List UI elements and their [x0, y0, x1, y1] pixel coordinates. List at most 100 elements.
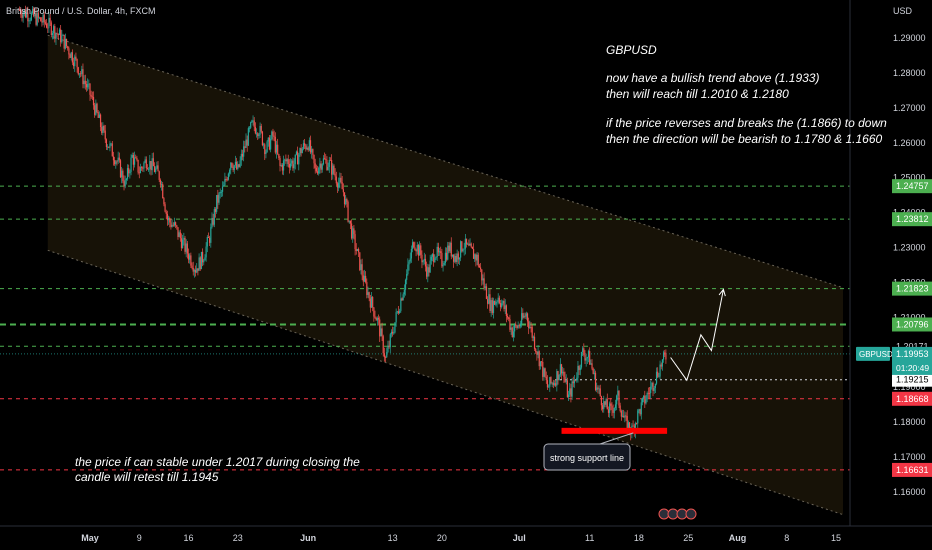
candle-body	[149, 161, 151, 170]
candle-body	[312, 149, 314, 155]
candle-body	[660, 364, 662, 367]
candle-body	[255, 133, 258, 135]
candle-body	[482, 278, 484, 281]
y-tick-label: 1.25000	[893, 173, 926, 183]
x-tick-label: 20	[437, 533, 447, 543]
candle-body	[98, 114, 100, 118]
candle-body	[205, 246, 207, 258]
candle-body	[396, 311, 398, 313]
candle-body	[375, 317, 377, 321]
price-axis-panel[interactable]	[850, 0, 932, 550]
candle-body	[376, 318, 378, 321]
level-badge	[892, 212, 932, 227]
candle-body	[521, 313, 523, 325]
candle-body	[551, 382, 553, 384]
candle-body	[434, 258, 436, 263]
candle-body	[54, 26, 56, 39]
candle-body	[628, 422, 631, 431]
candle-body	[309, 140, 312, 153]
y-tick-label: 1.18000	[893, 417, 926, 427]
candle-body	[585, 358, 587, 361]
candle-body	[185, 243, 187, 252]
candle-body	[55, 33, 57, 39]
bottom-annotation[interactable]: the price if can stable under 1.2017 dur…	[75, 455, 360, 484]
bottom-annotation-line-1: the price if can stable under 1.2017 dur…	[75, 455, 360, 469]
candle-body	[632, 425, 634, 427]
candle-body	[627, 422, 629, 431]
y-tick-label: 1.26000	[893, 138, 926, 148]
candle-body	[515, 324, 517, 326]
candle-body	[566, 380, 568, 398]
candle-body	[524, 315, 526, 317]
x-tick-label: 15	[831, 533, 841, 543]
candle-body	[491, 300, 493, 313]
candle-body	[156, 165, 158, 169]
candle-body	[144, 159, 146, 163]
level-badge	[892, 317, 932, 332]
candle-body	[207, 236, 210, 238]
annotation-line-5: then the direction will be bearish to 1.…	[606, 132, 883, 146]
candle-body	[243, 146, 245, 157]
candle-body	[200, 251, 203, 270]
candle-body	[123, 181, 125, 187]
candle-body	[664, 352, 666, 355]
candle-body	[501, 303, 503, 308]
candle-body	[46, 23, 48, 28]
event-icons[interactable]	[658, 508, 697, 520]
candle-body	[203, 260, 205, 263]
event-flag-icon[interactable]	[685, 508, 697, 520]
x-tick-label: 25	[683, 533, 693, 543]
candle-body	[129, 171, 131, 174]
candle-body	[465, 238, 468, 245]
candle-body	[158, 171, 160, 180]
candle-body	[197, 268, 199, 271]
y-tick-label: 1.28000	[893, 68, 926, 78]
candle-body	[171, 224, 173, 227]
candle-body	[143, 162, 145, 169]
candle-body	[648, 392, 651, 394]
support-callout[interactable]: strong support line	[543, 443, 631, 471]
candle-body	[393, 332, 395, 334]
candle-body	[594, 372, 597, 390]
candle-body	[526, 313, 529, 322]
candle-body	[578, 366, 580, 371]
candle-body	[336, 183, 339, 188]
candle-body	[590, 363, 592, 365]
candle-body	[345, 199, 347, 205]
candle-body	[657, 371, 659, 377]
candle-body	[410, 249, 412, 259]
candle-body	[543, 368, 545, 377]
candle-body	[221, 186, 224, 192]
candle-body	[141, 167, 143, 168]
x-tick-label: Jun	[300, 533, 316, 543]
candle-body	[489, 294, 491, 311]
candle-body	[81, 69, 83, 74]
candle-body	[213, 209, 215, 225]
candle-body	[146, 168, 149, 170]
candle-body	[463, 248, 465, 250]
candle-body	[583, 348, 585, 356]
candle-body	[329, 159, 332, 161]
analysis-annotation[interactable]: GBPUSD now have a bullish trend above (1…	[606, 43, 887, 146]
candle-body	[49, 17, 51, 23]
candle-body	[293, 164, 295, 169]
symbol-title: British Pound / U.S. Dollar, 4h, FXCM	[6, 6, 156, 16]
candle-body	[539, 361, 542, 367]
candle-body	[355, 249, 357, 251]
candle-body	[451, 254, 454, 257]
candle-body	[163, 198, 165, 205]
candle-body	[419, 245, 421, 256]
candle-body	[535, 348, 537, 352]
candle-body	[514, 324, 516, 332]
candle-body	[88, 83, 90, 85]
candle-body	[435, 257, 437, 259]
candle-body	[368, 292, 370, 299]
candle-body	[71, 52, 74, 63]
candle-body	[273, 135, 275, 137]
candle-body	[291, 160, 293, 164]
time-axis[interactable]: May 9 16 23 Jun 13 20 Jul 11 18 25 Aug 8 15	[81, 533, 841, 543]
candle-body	[532, 336, 534, 338]
candle-body	[360, 264, 362, 271]
candle-body	[119, 160, 122, 178]
